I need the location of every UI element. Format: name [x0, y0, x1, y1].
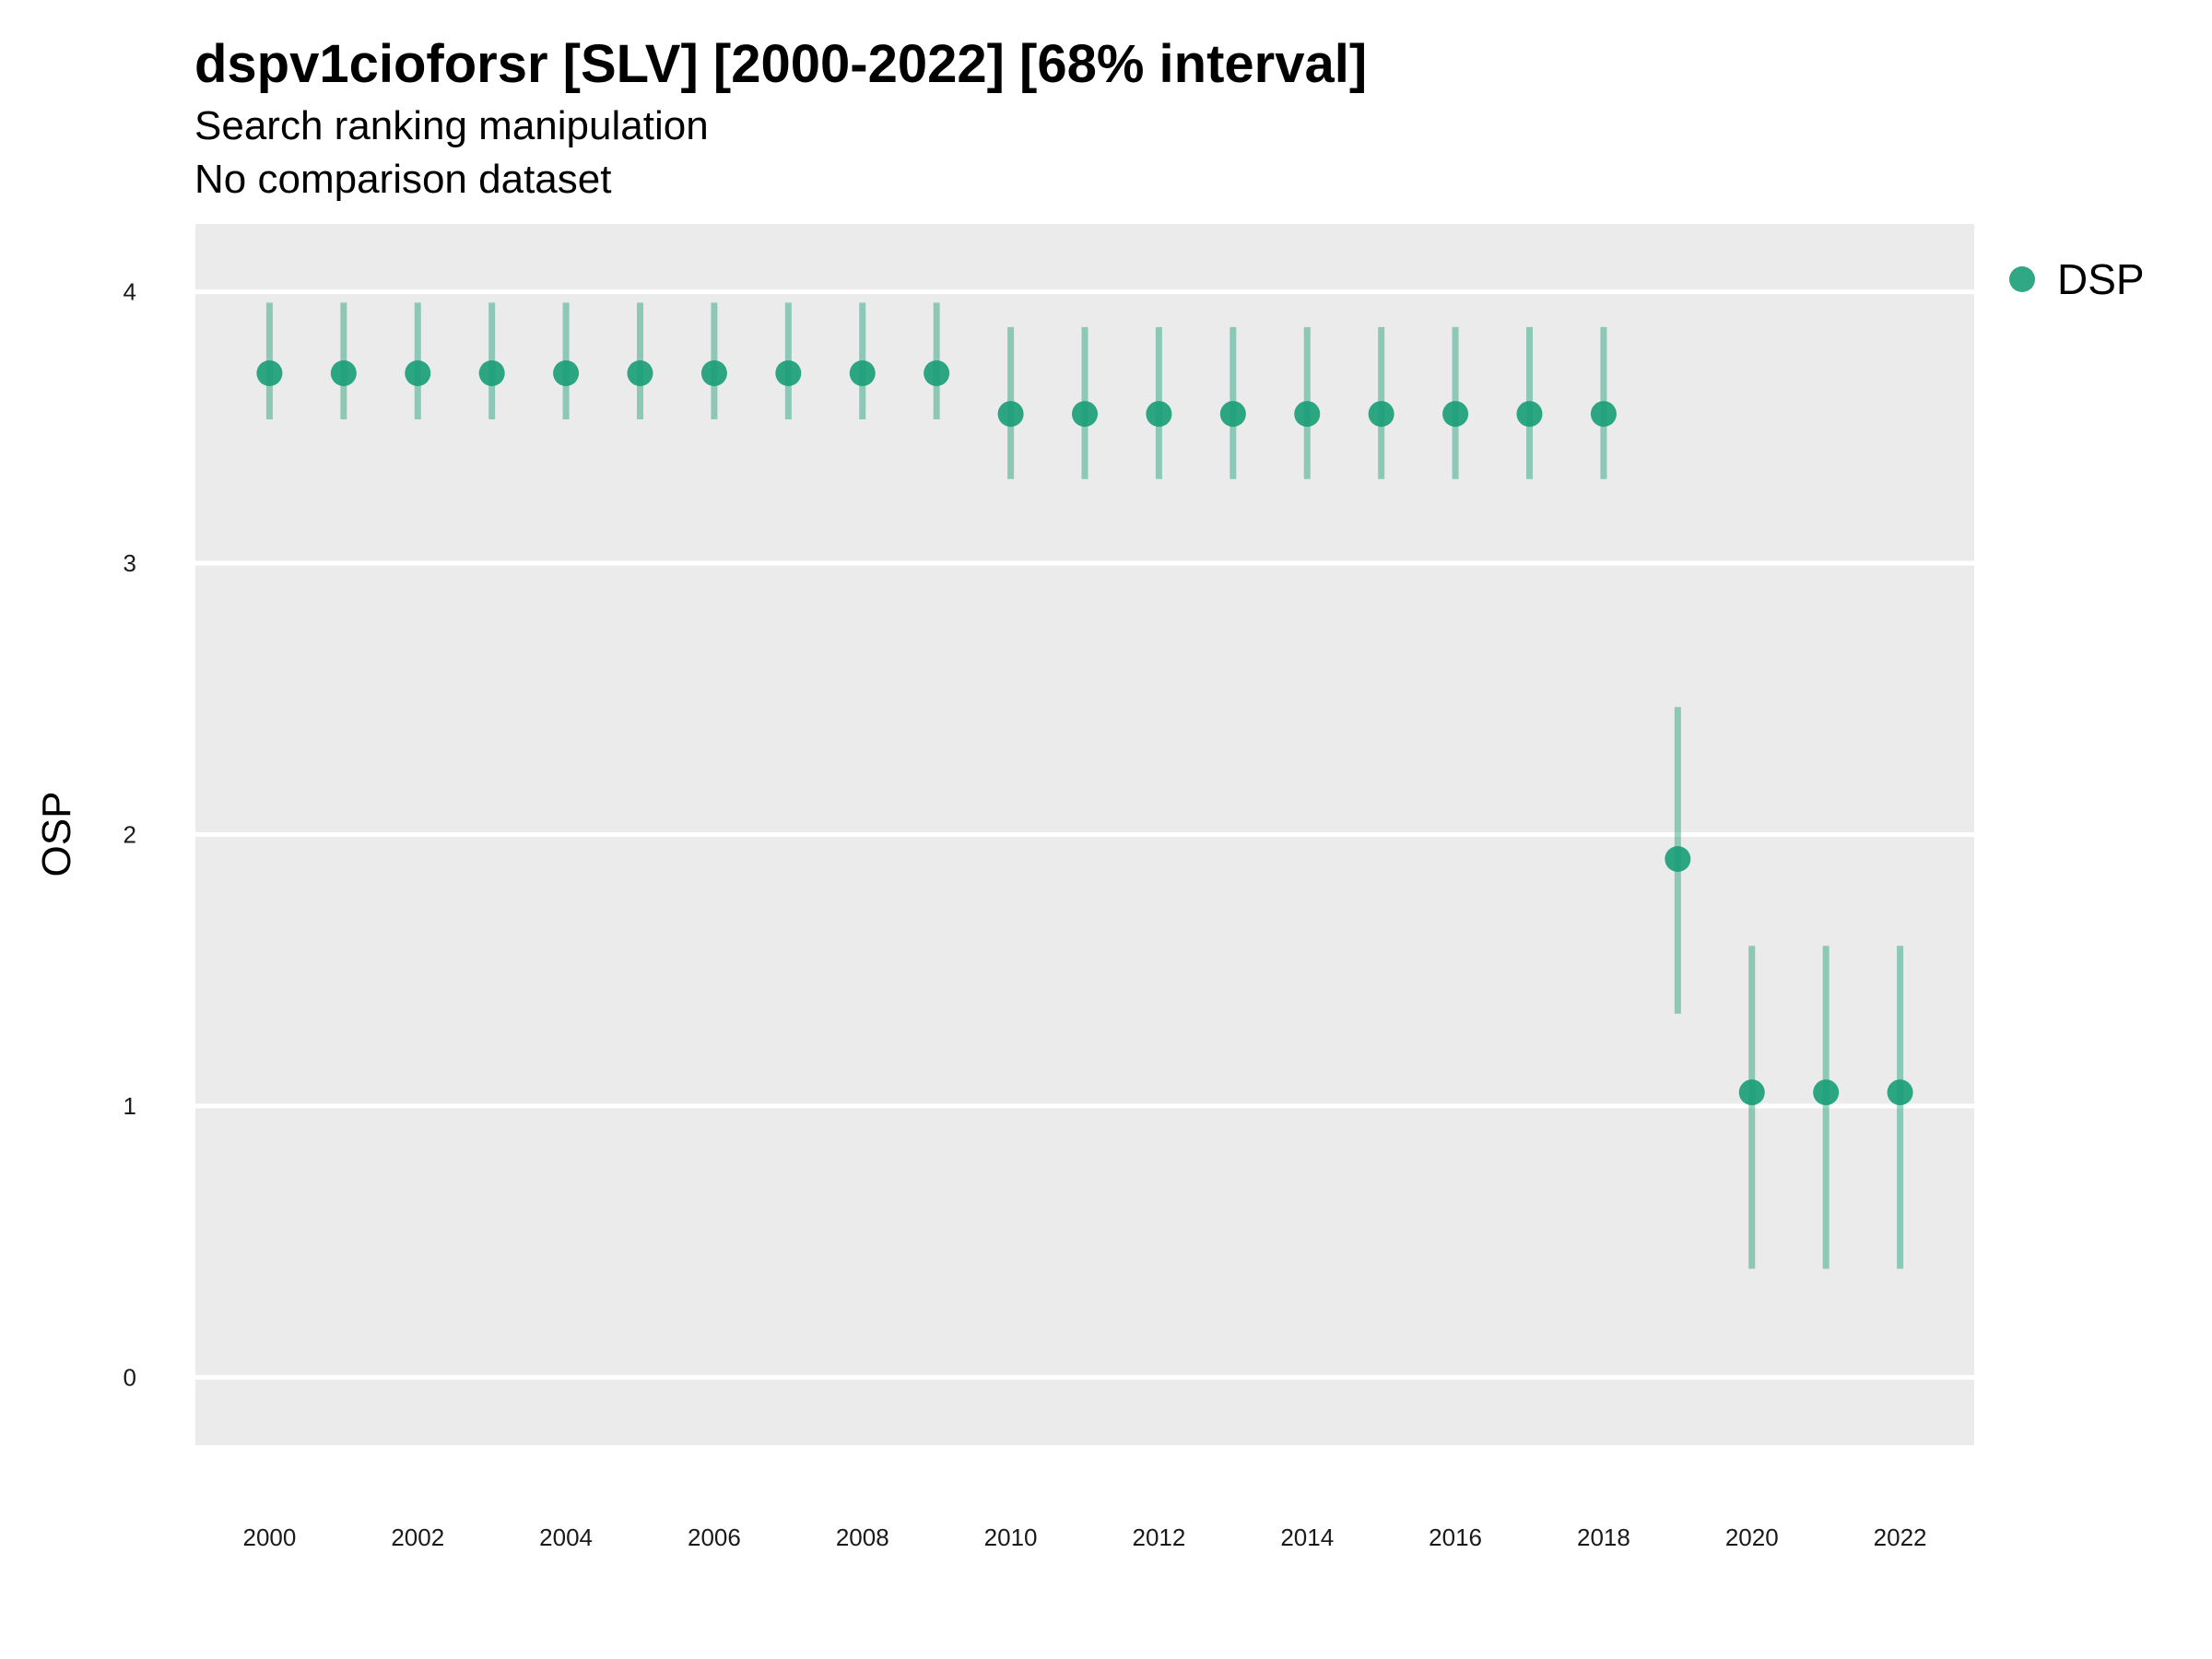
y-tick-labels: 0 1 2 3 4 — [124, 278, 136, 1392]
data-point — [256, 359, 283, 386]
x-tick-label: 2000 — [242, 1524, 296, 1551]
data-point — [627, 359, 653, 386]
x-tick-label: 2004 — [539, 1524, 593, 1551]
y-tick-label: 0 — [124, 1363, 136, 1391]
y-axis-label: OSP — [34, 791, 79, 877]
data-point — [1590, 401, 1617, 428]
data-point — [775, 359, 802, 386]
x-tick-label: 2008 — [836, 1524, 889, 1551]
chart-title: dspv1cioforsr [SLV] [2000-2022] [68% int… — [194, 34, 1368, 94]
data-point — [1072, 401, 1098, 428]
x-tick-label: 2010 — [984, 1524, 1038, 1551]
data-point — [849, 359, 876, 386]
data-point — [1219, 401, 1246, 428]
y-tick-label: 4 — [124, 278, 136, 306]
data-point — [1738, 1079, 1765, 1106]
data-points — [256, 359, 1913, 1106]
x-tick-label: 2020 — [1725, 1524, 1779, 1551]
x-tick-label: 2018 — [1577, 1524, 1630, 1551]
data-point — [1887, 1079, 1913, 1106]
data-point — [1516, 401, 1543, 428]
grid-lines — [195, 289, 1974, 1380]
data-point — [1294, 401, 1321, 428]
x-tick-labels: 2000 2002 2004 2006 2008 2010 2012 2014 2016 2018… — [242, 1524, 1926, 1551]
data-point — [553, 359, 580, 386]
data-point — [478, 359, 505, 386]
data-point — [700, 359, 727, 386]
x-tick-label: 2022 — [1874, 1524, 1927, 1551]
y-tick-label: 2 — [124, 821, 136, 849]
x-tick-label: 2016 — [1429, 1524, 1482, 1551]
y-tick-label: 3 — [124, 549, 136, 577]
y-tick-label: 1 — [124, 1092, 136, 1120]
x-tick-label: 2006 — [688, 1524, 741, 1551]
data-point — [1442, 401, 1469, 428]
x-tick-label: 2012 — [1132, 1524, 1185, 1551]
data-point — [330, 359, 357, 386]
chart-subtitle: Search ranking manipulation — [194, 103, 709, 148]
data-point — [405, 359, 431, 386]
x-tick-label: 2002 — [391, 1524, 444, 1551]
legend-label-dsp: DSP — [2057, 255, 2145, 303]
data-point — [997, 401, 1024, 428]
data-point — [1665, 846, 1691, 872]
data-point — [924, 359, 950, 386]
legend: DSP — [2009, 254, 2145, 304]
data-point — [1813, 1079, 1840, 1106]
x-tick-label: 2014 — [1280, 1524, 1334, 1551]
chart-subtitle-2: No comparison dataset — [194, 157, 612, 202]
data-point — [1146, 401, 1172, 428]
legend-key-dsp — [2009, 266, 2035, 292]
data-point — [1368, 401, 1394, 428]
